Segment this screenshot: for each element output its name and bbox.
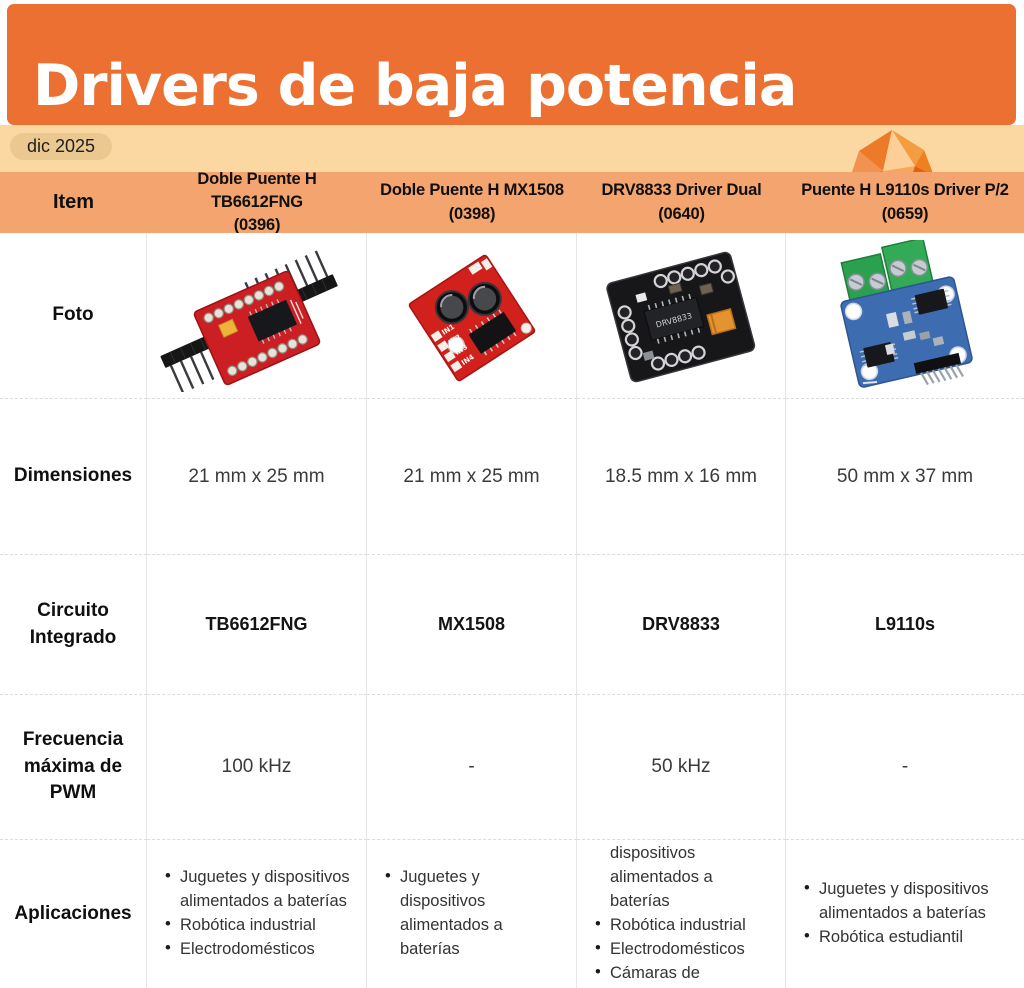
dimensions-l9110s: 50 mm x 37 mm: [786, 399, 1024, 555]
comparison-table: Item Doble Puente H TB6612FNG (0396) Dob…: [0, 172, 1024, 988]
pwm-drv8833: 50 kHz: [577, 695, 786, 840]
application-item: Electrodomésticos: [163, 937, 350, 962]
product-photo-tb6612fng: [160, 250, 338, 392]
application-item: Robótica industrial: [593, 913, 769, 938]
product-photo-l9110s: [840, 239, 973, 388]
ic-tb6612fng: TB6612FNG: [147, 555, 367, 695]
dimensions-mx1508: 21 mm x 25 mm: [367, 399, 577, 555]
applications-list: Juguetes y dispositivos alimentados a ba…: [163, 865, 350, 962]
pwm-mx1508: -: [367, 695, 577, 840]
dimensions-tb6612fng: 21 mm x 25 mm: [147, 399, 367, 555]
dimensions-drv8833: 18.5 mm x 16 mm: [577, 399, 786, 555]
product-code: (0659): [881, 204, 929, 223]
row-label-foto: Foto: [0, 233, 147, 399]
row-label-dimensiones: Dimensiones: [0, 399, 147, 555]
page-title: Drivers de baja potencia: [33, 53, 797, 119]
ic-mx1508: MX1508: [367, 555, 577, 695]
application-item: Juguetes y dispositivos alimentados a ba…: [802, 877, 1008, 926]
row-label-frecuencia-pwm: Frecuencia máxima de PWM: [0, 695, 147, 840]
row-aplicaciones: Aplicaciones Juguetes y dispositivos ali…: [0, 840, 1024, 988]
row-dimensiones: Dimensiones 21 mm x 25 mm 21 mm x 25 mm …: [0, 399, 1024, 555]
title-banner: Drivers de baja potencia: [7, 4, 1016, 125]
product-code: (0396): [233, 216, 281, 233]
applications-list: Juguetes y dispositivos alimentados a ba…: [383, 865, 560, 962]
application-item: Robótica estudiantil: [802, 925, 1008, 950]
applications-list: Juguetes y dispositivos alimentados a ba…: [802, 877, 1008, 950]
applications-drv8833: Juguetes y dispositivos alimentados a ba…: [577, 840, 786, 988]
application-item: Robótica industrial: [163, 913, 350, 938]
header-product-tb6612fng: Doble Puente H TB6612FNG (0396): [147, 172, 367, 233]
product-name: Doble Puente H MX1508: [380, 181, 564, 200]
application-item: Cámaras de seguridad: [593, 961, 769, 988]
ic-drv8833: DRV8833: [577, 555, 786, 695]
cell-photo-mx1508: IN1 IN2 IN3 IN4: [367, 233, 577, 399]
application-item: Juguetes y dispositivos alimentados a ba…: [163, 865, 350, 914]
row-label-aplicaciones: Aplicaciones: [0, 840, 147, 988]
sub-band: dic 2025: [0, 125, 1024, 172]
application-item: Juguetes y dispositivos alimentados a ba…: [383, 865, 560, 962]
cell-photo-tb6612fng: [147, 233, 367, 399]
cell-photo-drv8833: DRV8833: [577, 233, 786, 399]
product-code: (0398): [448, 204, 496, 223]
applications-tb6612fng: Juguetes y dispositivos alimentados a ba…: [147, 840, 367, 988]
application-item: Electrodomésticos: [593, 937, 769, 962]
ic-l9110s: L9110s: [786, 555, 1024, 695]
application-item: Juguetes y dispositivos alimentados a ba…: [593, 840, 769, 914]
product-name: Puente H L9110s Driver P/2: [801, 181, 1009, 200]
applications-list: Juguetes y dispositivos alimentados a ba…: [593, 840, 769, 988]
cell-photo-l9110s: [786, 233, 1024, 399]
header-product-drv8833: DRV8833 Driver Dual (0640): [577, 172, 786, 233]
gem-icon: [852, 130, 933, 172]
product-photo-drv8833: DRV8833: [606, 251, 756, 382]
date-badge: dic 2025: [10, 133, 113, 160]
header-item: Item: [52, 191, 95, 213]
row-circuito-integrado: Circuito Integrado TB6612FNG MX1508 DRV8…: [0, 555, 1024, 695]
table-header-row: Item Doble Puente H TB6612FNG (0396) Dob…: [0, 172, 1024, 233]
product-name: Doble Puente H TB6612FNG: [197, 172, 317, 211]
pwm-l9110s: -: [786, 695, 1024, 840]
applications-mx1508: Juguetes y dispositivos alimentados a ba…: [367, 840, 577, 988]
row-label-circuito-integrado: Circuito Integrado: [0, 555, 147, 695]
pwm-tb6612fng: 100 kHz: [147, 695, 367, 840]
row-frecuencia-pwm: Frecuencia máxima de PWM 100 kHz - 50 kH…: [0, 695, 1024, 840]
product-name: DRV8833 Driver Dual: [601, 181, 762, 200]
header-product-mx1508: Doble Puente H MX1508 (0398): [367, 172, 577, 233]
header-product-l9110s: Puente H L9110s Driver P/2 (0659): [786, 172, 1024, 233]
product-code: (0640): [658, 204, 705, 223]
row-foto: Foto: [0, 233, 1024, 399]
applications-l9110s: Juguetes y dispositivos alimentados a ba…: [786, 840, 1024, 988]
